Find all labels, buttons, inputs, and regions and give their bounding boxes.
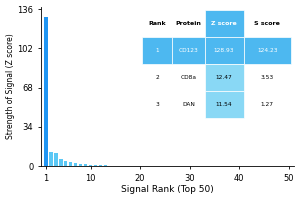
Bar [44,17,48,166]
Bar [64,161,68,166]
Bar [74,163,77,166]
Bar [94,165,97,166]
Y-axis label: Strength of Signal (Z score): Strength of Signal (Z score) [6,34,15,139]
Bar [79,164,83,166]
Bar [59,159,62,166]
Bar [104,165,107,166]
Bar [99,165,102,166]
Bar [69,162,72,166]
Bar [89,165,92,166]
Bar [49,152,52,166]
X-axis label: Signal Rank (Top 50): Signal Rank (Top 50) [121,185,214,194]
Bar [54,153,58,166]
Bar [84,164,87,166]
